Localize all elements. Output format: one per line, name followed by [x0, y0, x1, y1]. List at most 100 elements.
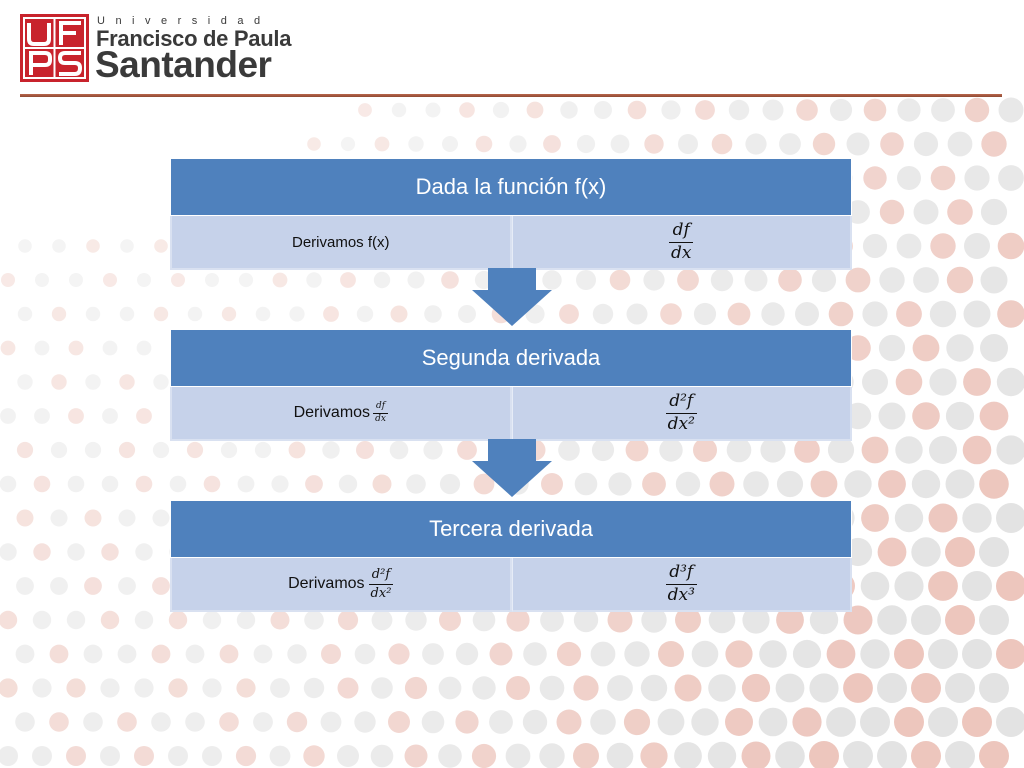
background-dot [741, 673, 771, 703]
background-dot [963, 368, 991, 396]
background-dot [843, 673, 873, 703]
background-dot [286, 711, 308, 733]
background-dot [51, 374, 67, 390]
background-dot [340, 272, 356, 288]
background-dot [930, 233, 956, 259]
background-dot [996, 571, 1024, 601]
background-dot [68, 408, 84, 424]
background-dot [574, 472, 598, 496]
background-dot [624, 641, 650, 667]
inline-derivative-fraction: df dx [373, 401, 388, 424]
background-dot [120, 239, 134, 253]
background-dot [67, 475, 85, 493]
background-dot [15, 644, 35, 664]
background-dot [455, 710, 479, 734]
background-dot [118, 577, 136, 595]
derivative-fraction: df dx [669, 221, 694, 263]
header-divider [20, 94, 1002, 97]
background-dot [928, 571, 958, 601]
background-dot [17, 374, 33, 390]
background-dot [100, 610, 120, 630]
background-dot [202, 678, 222, 698]
background-dot [526, 101, 544, 119]
background-dot [657, 708, 685, 736]
background-dot [709, 471, 735, 497]
background-dot [708, 606, 736, 634]
background-dot [877, 605, 907, 635]
background-dot [644, 134, 664, 154]
background-dot [979, 469, 1009, 499]
background-dot [560, 101, 578, 119]
background-dot [202, 610, 222, 630]
block-second-derivative: Segunda derivada Derivamos df dx d²f dx² [170, 329, 852, 441]
background-dot [861, 436, 889, 464]
background-dot [405, 609, 427, 631]
background-dot [625, 438, 649, 462]
background-dot [442, 136, 458, 152]
background-dot [710, 268, 734, 292]
background-dot [185, 712, 205, 732]
background-dot [422, 643, 444, 665]
background-dot [707, 741, 737, 768]
background-dot [878, 470, 906, 498]
background-dot [607, 607, 633, 633]
background-dot [779, 133, 801, 155]
background-dot [171, 273, 185, 287]
background-dot [576, 270, 596, 290]
background-dot [877, 741, 907, 768]
background-dot [792, 639, 822, 669]
background-dot [438, 676, 462, 700]
background-dot [928, 639, 958, 669]
background-dot [34, 340, 50, 356]
background-dot [202, 746, 222, 766]
background-dot [374, 136, 390, 152]
background-dot [186, 441, 204, 459]
fraction-numerator: df [375, 401, 386, 412]
background-dot [678, 134, 698, 154]
background-dot [996, 367, 1024, 397]
background-dot [438, 744, 462, 768]
background-dot [85, 374, 101, 390]
background-dot [541, 473, 563, 495]
background-dot [49, 644, 69, 664]
background-dot [744, 268, 768, 292]
background-dot [929, 436, 957, 464]
background-dot [573, 675, 599, 701]
background-dot [472, 676, 496, 700]
background-dot [931, 98, 955, 122]
background-dot [863, 98, 887, 122]
background-dot [439, 473, 461, 495]
background-dot [608, 472, 632, 496]
background-dot [761, 302, 785, 326]
background-dot [979, 401, 1009, 431]
background-dot [371, 609, 393, 631]
background-dot [911, 537, 941, 567]
background-dot [489, 642, 513, 666]
background-dot [16, 441, 34, 459]
background-dot [34, 408, 50, 424]
background-dot [726, 437, 752, 463]
background-dot [288, 441, 306, 459]
background-dot [235, 745, 257, 767]
background-dot [168, 746, 188, 766]
background-dot [623, 708, 651, 736]
background-dot [542, 270, 562, 290]
fraction-bar [373, 412, 388, 414]
background-dot [0, 746, 18, 766]
background-dot [811, 267, 837, 293]
background-dot [253, 644, 273, 664]
background-dot [52, 239, 66, 253]
background-dot [640, 674, 668, 702]
block-left-text: Derivamos [288, 575, 365, 592]
background-dot [134, 746, 154, 766]
background-dot [0, 610, 18, 630]
background-dot [543, 135, 561, 153]
background-dot [826, 707, 856, 737]
block-third-derivative: Tercera derivada Derivamos d²f dx² d³f d… [170, 500, 852, 612]
background-dot [828, 301, 854, 327]
background-dot [895, 436, 923, 464]
background-dot [389, 440, 409, 460]
background-dot [84, 509, 102, 527]
background-dot [135, 475, 153, 493]
background-dot [776, 470, 804, 498]
